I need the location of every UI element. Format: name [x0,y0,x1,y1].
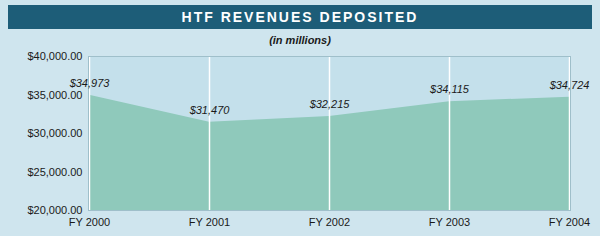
html-text:HTF REVENUES DEPOSITED: HTF REVENUES DEPOSITED [181,9,419,25]
svg-text:$20,000.00: $20,000.00 [27,204,82,216]
svg-text:$40,000.00: $40,000.00 [27,50,82,62]
svg-text:$34,973: $34,973 [69,77,111,89]
svg-text:$25,000.00: $25,000.00 [27,166,82,178]
svg-text:FY 2003: FY 2003 [429,216,470,228]
svg-text:$35,000.00: $35,000.00 [27,89,82,101]
svg-text:FY 2002: FY 2002 [309,216,350,228]
svg-text:FY 2001: FY 2001 [189,216,230,228]
svg-text:$31,470: $31,470 [189,104,231,116]
svg-text:$30,000.00: $30,000.00 [27,127,82,139]
svg-text:FY 2004: FY 2004 [549,216,590,228]
svg-text:$32,215: $32,215 [309,98,351,110]
svg-text:$34,115: $34,115 [429,83,470,95]
svg-text:FY 2000: FY 2000 [69,216,110,228]
html-text:(in millions): (in millions) [269,34,331,46]
svg-text:$34,724: $34,724 [549,79,590,91]
